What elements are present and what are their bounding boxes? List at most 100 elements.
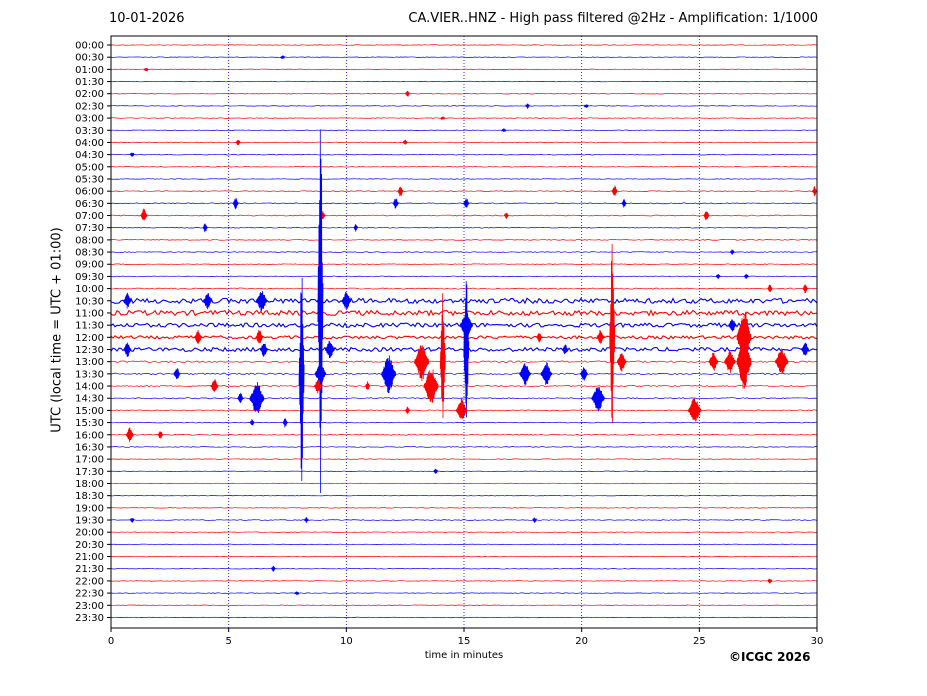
y-tick-label: 13:30: [75, 369, 104, 380]
event-mark: [501, 128, 507, 133]
trace-row-1430: [110, 397, 818, 400]
event-mark: [812, 186, 818, 196]
event-mark: [194, 330, 203, 344]
trace-row-0400: [110, 141, 818, 144]
y-tick-label: 23:30: [75, 613, 104, 624]
y-tick-label: 16:30: [75, 442, 104, 453]
plot-title: CA.VIER..HNZ - High pass filtered @2Hz -…: [408, 11, 818, 26]
y-tick-label: 02:30: [75, 101, 104, 112]
y-tick-label: 15:00: [75, 406, 104, 417]
event-mark: [314, 364, 327, 385]
event-mark: [364, 381, 371, 390]
event-mark: [616, 353, 627, 372]
event-mark: [439, 293, 446, 419]
trace-row-2300: [110, 604, 818, 606]
y-tick-label: 23:00: [75, 601, 104, 612]
event-mark: [728, 319, 737, 332]
trace-row-0700: [110, 214, 818, 217]
trace-row-0430: [110, 153, 818, 156]
event-mark: [525, 103, 530, 109]
y-tick-label: 14:30: [75, 394, 104, 405]
event-mark: [381, 355, 397, 394]
y-tick-label: 08:30: [75, 248, 104, 259]
y-tick-label: 05:30: [75, 174, 104, 185]
trace-row-2000: [110, 531, 818, 533]
y-axis-label: UTC (local time = UTC + 01:00): [49, 227, 65, 433]
trace-row-0600: [110, 190, 818, 192]
event-mark: [802, 284, 808, 294]
y-tick-label: 00:00: [75, 41, 104, 52]
event-mark: [303, 517, 309, 523]
trace-row-0630: [110, 202, 818, 205]
event-mark: [536, 333, 543, 343]
event-mark: [767, 284, 773, 293]
event-mark: [596, 330, 605, 344]
y-tick-label: 09:00: [75, 260, 104, 271]
event-mark: [202, 223, 208, 233]
event-mark: [621, 198, 627, 208]
x-tick-label: 5: [225, 636, 231, 647]
trace-row-2100: [110, 555, 818, 558]
event-mark: [402, 139, 408, 145]
trace-row-0000: [110, 44, 818, 46]
event-mark: [562, 344, 569, 355]
copyright-notice: ©ICGC 2026: [729, 650, 811, 664]
y-tick-label: 04:30: [75, 150, 104, 161]
trace-row-1330: [110, 372, 818, 376]
event-mark: [519, 363, 531, 385]
x-tick-label: 0: [108, 636, 114, 647]
y-tick-label: 02:00: [75, 89, 104, 100]
y-tick-label: 01:00: [75, 65, 104, 76]
event-mark: [294, 591, 300, 596]
event-mark: [801, 342, 810, 356]
y-tick-label: 21:30: [75, 564, 104, 575]
event-mark: [270, 565, 276, 572]
y-tick-label: 06:00: [75, 187, 104, 198]
y-tick-label: 16:00: [75, 430, 104, 441]
event-mark: [405, 406, 410, 414]
y-tick-label: 04:00: [75, 138, 104, 149]
event-mark: [392, 198, 399, 209]
event-mark: [317, 129, 324, 494]
y-tick-label: 11:00: [75, 308, 104, 319]
y-tick-label: 13:00: [75, 357, 104, 368]
event-mark: [736, 334, 752, 389]
trace-row-0530: [110, 178, 818, 180]
event-mark: [414, 345, 430, 382]
event-mark: [540, 362, 553, 385]
y-tick-label: 19:30: [75, 516, 104, 527]
y-tick-label: 22:00: [75, 576, 104, 587]
y-tick-label: 15:30: [75, 418, 104, 429]
event-mark: [210, 379, 219, 393]
event-mark: [583, 104, 589, 108]
event-mark: [140, 208, 148, 220]
event-mark: [255, 291, 268, 312]
y-tick-label: 19:00: [75, 503, 104, 514]
y-tick-label: 07:00: [75, 211, 104, 222]
event-mark: [433, 468, 439, 474]
plot-date: 10-01-2026: [109, 11, 185, 26]
y-tick-label: 05:00: [75, 162, 104, 173]
trace-row-1530: [110, 421, 818, 424]
event-mark: [123, 342, 132, 357]
event-mark: [125, 427, 134, 442]
event-mark: [532, 517, 537, 523]
event-mark: [235, 139, 241, 146]
trace-row-1930: [110, 519, 818, 521]
trace-row-2130: [110, 568, 818, 570]
y-tick-label: 20:30: [75, 540, 104, 551]
x-tick-label: 25: [693, 636, 706, 647]
y-tick-label: 10:30: [75, 296, 104, 307]
trace-row-1100: [110, 309, 818, 317]
y-tick-label: 14:00: [75, 382, 104, 393]
y-tick-label: 03:00: [75, 114, 104, 125]
y-tick-label: 20:00: [75, 528, 104, 539]
y-tick-label: 09:30: [75, 272, 104, 283]
event-mark: [249, 419, 255, 426]
y-tick-label: 06:30: [75, 199, 104, 210]
trace-row-0330: [110, 129, 818, 131]
event-mark: [708, 352, 719, 371]
x-tick-label: 20: [575, 636, 588, 647]
y-tick-label: 17:00: [75, 455, 104, 466]
